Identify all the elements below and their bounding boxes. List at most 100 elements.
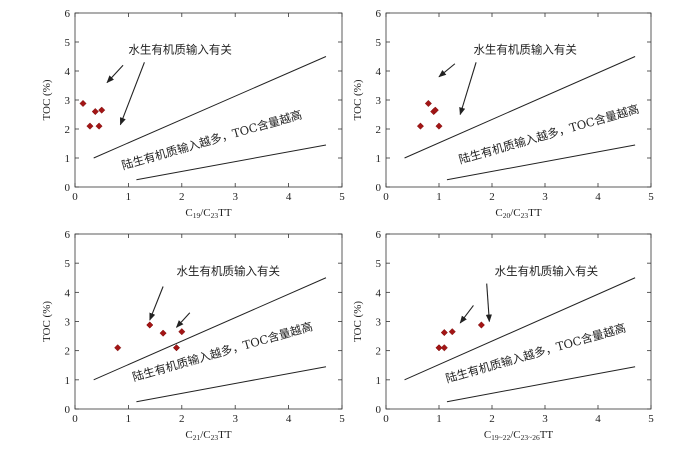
plot-frame [74,12,343,188]
x-label-subscript: 20 [503,211,511,220]
data-point [435,344,443,352]
y-tick-label: 4 [65,66,71,78]
y-tick-label: 5 [376,258,382,270]
x-label-subscript: 21 [193,433,201,442]
data-point [178,328,186,336]
y-tick-label: 1 [376,375,382,387]
x-tick-label: 2 [179,191,185,203]
plot-frame [385,12,652,188]
y-tick-label: 2 [376,346,382,358]
data-point [86,122,94,130]
upper-trend-line [404,277,636,381]
x-axis-label: C19/C23TT [185,207,231,220]
annotation-arrow [438,63,456,78]
y-tick-label: 0 [65,182,71,194]
x-label-text: C [484,429,491,441]
terrestrial-annotation: 陆生有机质输入越多，TOC含量越高 [457,102,641,167]
y-tick-label: 4 [65,287,71,299]
annotation-arrow [459,305,474,324]
x-tick-label: 1 [126,413,132,425]
x-tick-label: 0 [383,191,389,203]
upper-trend-line [93,277,327,381]
y-axis-label: TOC (%) [41,301,53,342]
x-label-text: /C [200,429,210,441]
y-tick-label: 2 [65,124,71,136]
x-label-text: /C [200,207,210,219]
data-point [477,321,485,329]
lower-trend-line [446,366,636,403]
aquatic-annotation: 水生有机质输入有关 [128,43,232,57]
y-axis-label: TOC (%) [352,301,364,342]
y-tick-label: 6 [65,229,71,241]
x-label-text: TT [218,207,232,219]
x-tick-label: 3 [232,413,238,425]
annotation-arrow [485,283,492,323]
y-tick-label: 2 [65,346,71,358]
x-tick-label: 5 [648,191,654,203]
terrestrial-annotation: 陆生有机质输入越多，TOC含量越高 [120,108,304,173]
y-tick-label: 1 [376,153,382,165]
x-tick-label: 2 [179,413,185,425]
y-axis-label: TOC (%) [41,79,53,120]
y-tick-label: 4 [376,287,382,299]
annotation-arrow [459,62,477,116]
x-label-subscript: 19~22 [491,433,510,442]
x-label-text: C [185,207,192,219]
aquatic-annotation: 水生有机质输入有关 [473,43,577,57]
x-axis-label: C21/C23TT [185,429,231,442]
y-tick-label: 1 [65,375,71,387]
annotation-arrow [106,64,124,84]
x-tick-label: 0 [72,191,78,203]
data-point [79,99,87,108]
data-point [98,106,106,114]
x-tick-label: 5 [339,413,345,425]
x-tick-label: 5 [339,191,345,203]
data-point [440,344,448,352]
upper-trend-line [404,56,636,159]
y-tick-label: 5 [376,37,382,49]
y-tick-label: 5 [65,37,71,49]
x-label-text: C [185,429,192,441]
y-tick-label: 0 [376,182,382,194]
upper-trend-line [93,56,327,159]
y-tick-label: 0 [65,404,71,416]
terrestrial-annotation: 陆生有机质输入越多，TOC含量越高 [444,321,628,386]
data-point [448,328,456,336]
x-tick-label: 3 [542,413,548,425]
data-point [172,344,181,352]
x-axis-label: C20/C23TT [495,207,541,220]
y-tick-label: 3 [65,95,71,107]
x-label-subscript: 23 [211,211,219,220]
chart-panel-4: 0 1 2 3 4 5 0 1 2 3 4 5 6 C19~22/C23~26TT TOC (%) 水生有机质… [352,229,654,442]
annotation-arrow [175,312,191,328]
x-tick-label: 3 [232,191,238,203]
data-point [114,344,122,352]
data-point [91,108,99,116]
data-point [146,321,154,329]
x-tick-label: 4 [595,191,601,203]
data-point [435,122,443,130]
data-point [440,329,448,337]
annotation-arrow [119,62,145,126]
x-tick-label: 0 [72,413,78,425]
annotation-arrow [149,286,164,321]
x-label-text: /C [510,429,520,441]
y-tick-label: 3 [65,317,71,329]
x-label-text: TT [528,207,542,219]
y-tick-label: 5 [65,258,71,270]
lower-trend-line [136,366,327,403]
data-point [159,329,167,337]
x-axis-label: C19~22/C23~26TT [484,429,554,442]
x-tick-label: 4 [595,413,601,425]
data-point [95,122,103,130]
y-axis-label: TOC (%) [352,79,364,120]
x-label-subscript: 19 [193,211,201,220]
x-tick-label: 5 [648,413,654,425]
lower-trend-line [136,144,327,181]
x-tick-label: 1 [126,191,132,203]
y-tick-label: 1 [65,153,71,165]
x-label-subscript: 23 [211,433,219,442]
data-point [416,122,425,130]
